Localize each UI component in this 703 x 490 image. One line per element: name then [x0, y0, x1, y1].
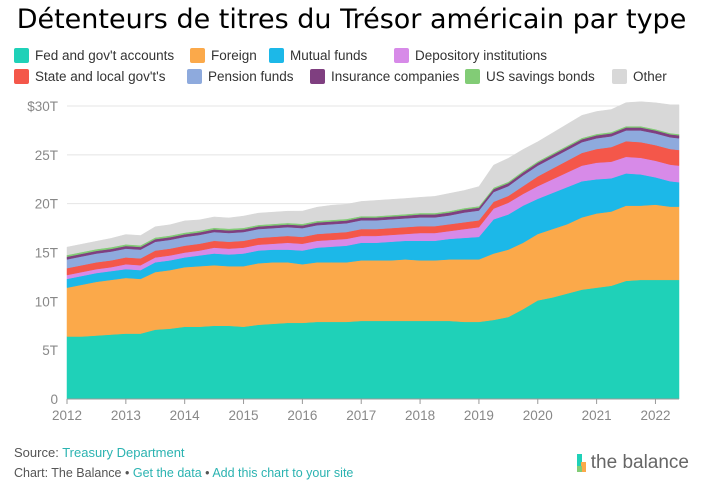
legend-label: Fed and gov't accounts	[35, 48, 175, 63]
legend-label: Foreign	[211, 48, 257, 63]
legend-label: Insurance companies	[331, 69, 460, 84]
y-tick-label: 25T	[35, 148, 58, 163]
legend-swatch	[190, 48, 205, 63]
x-tick-label: 2021	[582, 408, 612, 423]
x-tick-label: 2018	[405, 408, 435, 423]
legend-label: Depository institutions	[415, 48, 548, 63]
legend-label: Mutual funds	[290, 48, 368, 63]
get-data-link[interactable]: Get the data	[132, 466, 202, 480]
legend-swatch	[14, 48, 29, 63]
legend-item[interactable]: Pension funds	[187, 69, 294, 84]
credit-line: Chart: The Balance • Get the data • Add …	[14, 466, 353, 480]
legend-item[interactable]: Depository institutions	[394, 48, 547, 63]
legend-label: Other	[633, 69, 667, 84]
legend-item[interactable]: US savings bonds	[465, 69, 595, 84]
y-tick-label: 5T	[42, 343, 58, 358]
legend-item[interactable]: Foreign	[190, 48, 257, 63]
x-tick-label: 2012	[52, 408, 82, 423]
x-tick-label: 2017	[346, 408, 376, 423]
legend-swatch	[612, 69, 627, 84]
x-tick-label: 2016	[287, 408, 317, 423]
x-tick-label: 2022	[640, 408, 670, 423]
source-line: Source: Treasury Department	[14, 445, 185, 460]
legend-item[interactable]: Insurance companies	[310, 69, 459, 84]
y-tick-label: 15T	[35, 246, 58, 261]
legend-label: State and local gov't's	[35, 69, 166, 84]
y-tick-label: 0	[50, 392, 58, 407]
legend-label: Pension funds	[208, 69, 294, 84]
legend-swatch	[187, 69, 202, 84]
add-chart-link[interactable]: Add this chart to your site	[212, 466, 354, 480]
x-tick-label: 2020	[523, 408, 553, 423]
x-tick-label: 2015	[229, 408, 259, 423]
brand-logo: the balance	[576, 452, 689, 474]
chart-credit: Chart: The Balance	[14, 466, 122, 480]
legend-swatch	[269, 48, 284, 63]
brand-mark-icon	[576, 454, 586, 472]
x-tick-label: 2014	[170, 408, 201, 423]
source-label: Source:	[14, 445, 59, 460]
brand-mark-bar	[576, 466, 582, 472]
legend-item[interactable]: Mutual funds	[269, 48, 367, 63]
x-tick-label: 2013	[111, 408, 141, 423]
brand-mark-bar	[580, 462, 586, 472]
legend-item[interactable]: Fed and gov't accounts	[14, 48, 174, 63]
y-tick-label: 20T	[35, 197, 58, 212]
y-tick-label: 10T	[35, 294, 58, 309]
stacked-area-chart: 0 5T 10T 15T 20T 25T $30T 2012 2013 2014 2015 2016 2…	[27, 99, 680, 423]
x-tick-label: 2019	[464, 408, 494, 423]
separator: •	[205, 466, 210, 480]
legend-swatch	[465, 69, 480, 84]
y-tick-label: $30T	[27, 99, 58, 114]
legend-swatch	[310, 69, 325, 84]
chart-title: Détenteurs de titres du Trésor américain…	[16, 4, 687, 35]
brand-name: the balance	[590, 452, 689, 473]
separator: •	[124, 466, 130, 480]
legend-swatch	[394, 48, 409, 63]
legend-label: US savings bonds	[486, 69, 595, 84]
legend-swatch	[14, 69, 29, 84]
legend-item[interactable]: Other	[612, 69, 667, 84]
area-series	[66, 101, 680, 256]
source-link[interactable]: Treasury Department	[62, 445, 185, 460]
legend-item[interactable]: State and local gov't's	[14, 69, 166, 84]
brand-mark-bar	[576, 454, 582, 472]
